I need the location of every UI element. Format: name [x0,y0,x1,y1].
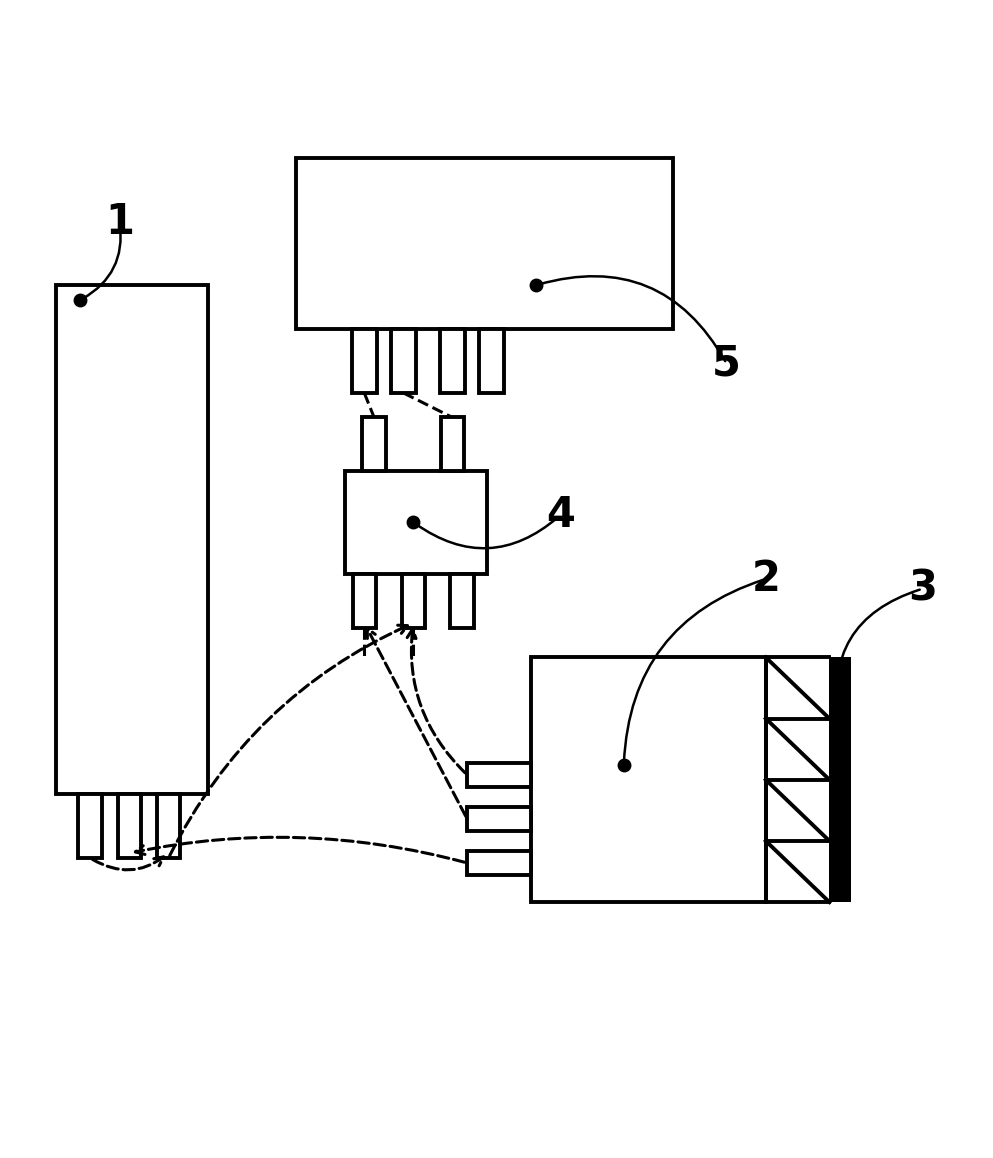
Bar [78,794,102,858]
Bar [401,574,425,628]
Text: 2: 2 [752,558,780,600]
Bar [440,329,465,393]
Bar [157,794,181,858]
Bar [296,157,672,329]
Bar [479,329,504,393]
Text: 1: 1 [105,200,134,243]
Bar [352,329,377,393]
Bar [467,807,531,830]
Bar [345,471,487,574]
Bar [441,417,464,471]
Bar [451,574,474,628]
Bar [467,851,531,874]
Bar [829,658,851,902]
Bar [117,794,141,858]
Bar [56,285,208,794]
Text: 4: 4 [546,494,575,536]
Text: 3: 3 [908,567,937,610]
Bar [531,658,766,902]
Text: 5: 5 [712,343,741,384]
Bar [391,329,416,393]
Bar [362,417,386,471]
Bar [353,574,376,628]
Bar [467,763,531,786]
